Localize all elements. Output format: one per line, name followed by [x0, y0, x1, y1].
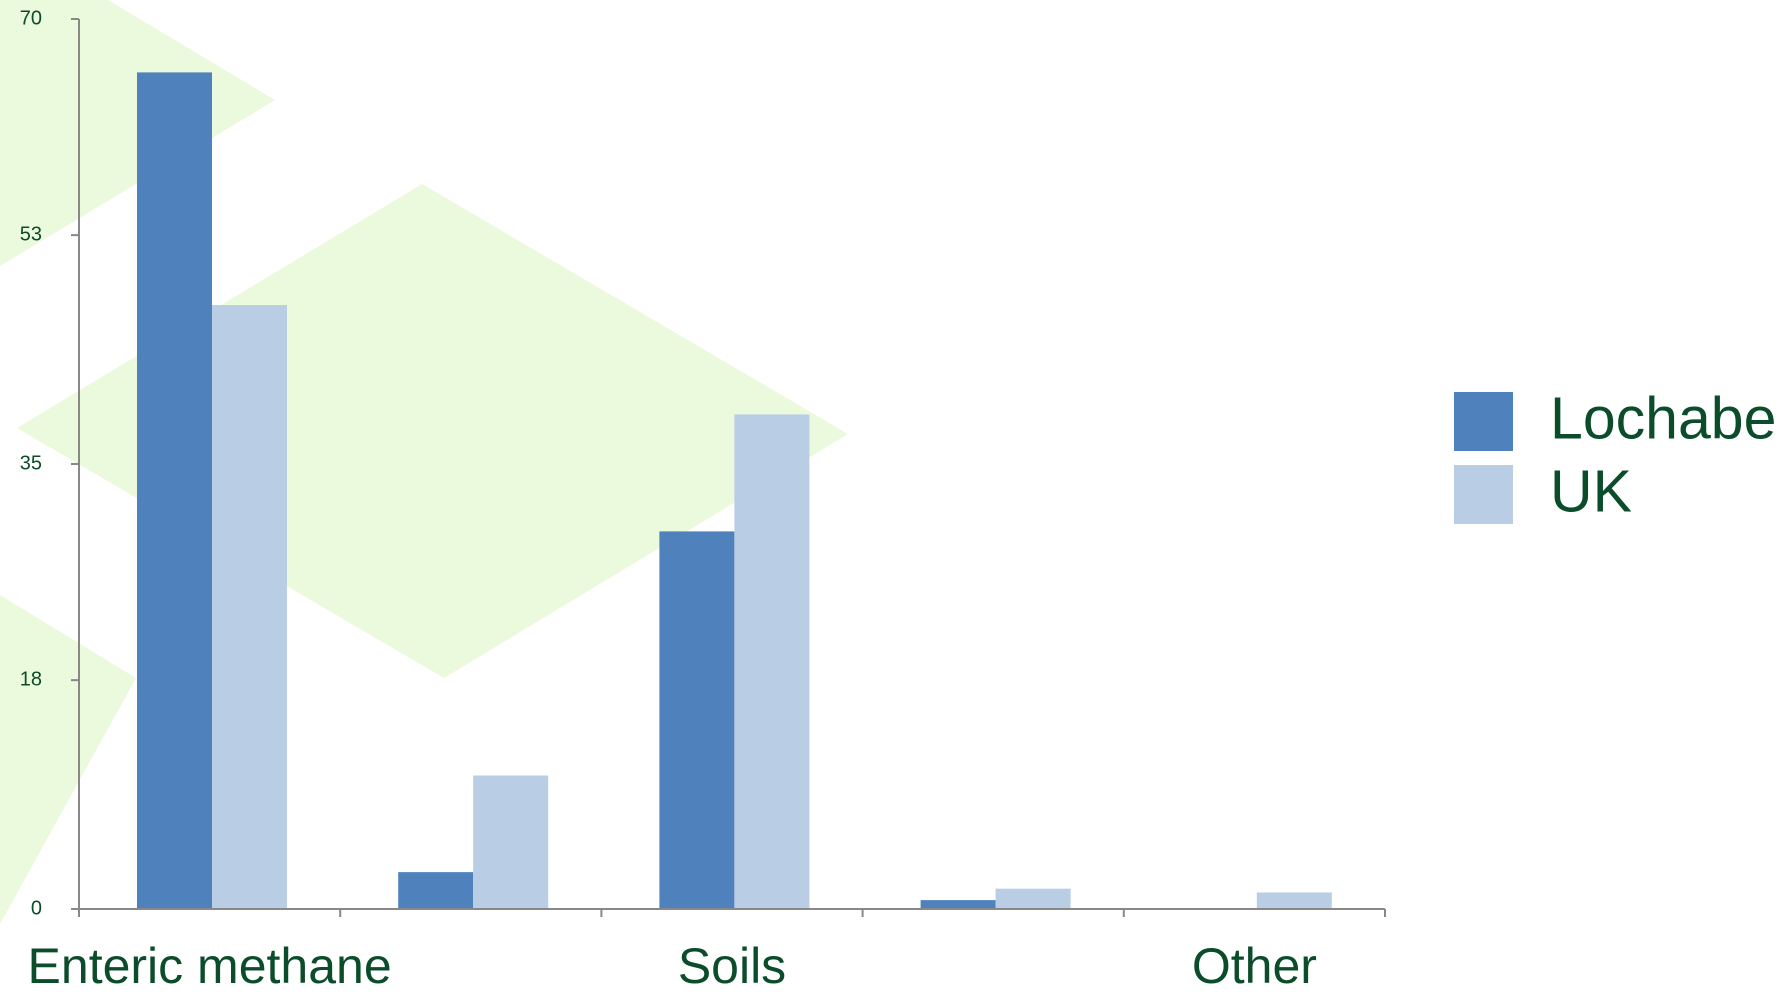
legend-swatch [1454, 392, 1513, 451]
bar [920, 900, 996, 909]
bar [1256, 892, 1332, 909]
legend-label: UK [1550, 459, 1632, 525]
legend-swatch [1454, 465, 1513, 524]
bar [659, 531, 735, 909]
x-tick-label: Soils [678, 938, 786, 994]
bg-shape [0, 595, 136, 924]
y-tick-label: 70 [20, 7, 42, 29]
y-tick-label: 18 [20, 668, 42, 690]
bar [137, 72, 212, 909]
y-tick-label: 53 [20, 223, 42, 245]
bar [398, 872, 474, 909]
x-tick-label: Enteric methane [28, 938, 392, 994]
x-tick-label: Other [1192, 938, 1317, 994]
legend-label: Lochaber [1550, 386, 1777, 452]
bar [734, 414, 810, 909]
bar [212, 305, 287, 910]
y-tick-label: 0 [31, 897, 42, 919]
bar [995, 888, 1071, 909]
y-tick-label: 35 [20, 452, 42, 474]
bar [473, 775, 549, 909]
